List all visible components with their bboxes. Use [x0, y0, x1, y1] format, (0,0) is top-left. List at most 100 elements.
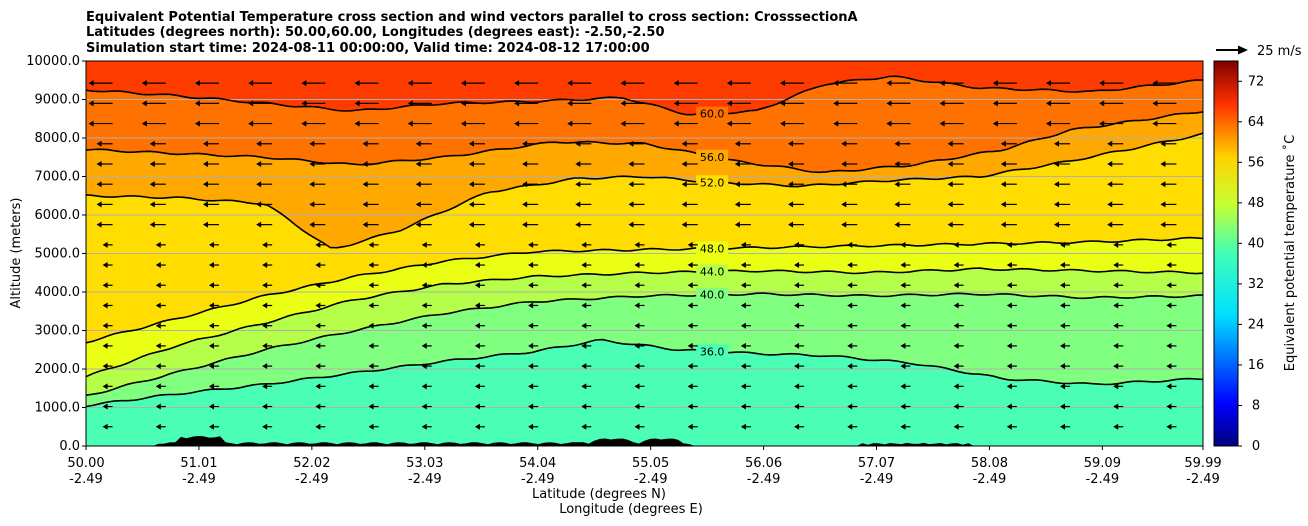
wind-vector-head — [634, 403, 640, 410]
wind-vector-head — [514, 120, 520, 127]
y-tick-label: 5000.0 — [35, 247, 81, 262]
wind-vector-head — [953, 241, 959, 248]
wind-vector-head — [155, 383, 161, 390]
wind-vector-head — [368, 241, 374, 248]
wind-vector-head — [687, 423, 693, 430]
wind-vector-head — [315, 423, 321, 430]
wind-vector-head — [315, 282, 321, 289]
wind-vector-head — [900, 342, 906, 349]
wind-vector-head — [794, 403, 800, 410]
wind-vector-head — [947, 140, 953, 147]
y-tick-label: 8000.0 — [35, 131, 81, 146]
wind-vector-head — [474, 241, 480, 248]
wind-vector-head — [1107, 140, 1113, 147]
x-tick-label-lat: 53.03 — [406, 456, 443, 471]
wind-vector-head — [740, 363, 746, 370]
wind-vector-head — [102, 302, 108, 309]
wind-vector-head — [900, 322, 906, 329]
contour-label-40.0: 40.0 — [700, 289, 725, 302]
contour-label-bg — [696, 287, 729, 302]
wind-vector-head — [149, 221, 155, 228]
wind-vector-head — [421, 241, 427, 248]
wind-vector-head — [847, 282, 853, 289]
wind-vector-head — [740, 403, 746, 410]
wind-vector-head — [1060, 302, 1066, 309]
wind-vector-head — [262, 383, 268, 390]
wind-vector-head — [155, 363, 161, 370]
wind-vector-head — [248, 80, 254, 87]
title-line-2: Latitudes (degrees north): 50.00,60.00, … — [86, 25, 665, 40]
wind-vector-head — [1060, 383, 1066, 390]
wind-vector-head — [208, 322, 214, 329]
x-tick-label-lat: 54.04 — [519, 456, 556, 471]
wind-vector-head — [262, 322, 268, 329]
wind-vector-head — [780, 100, 786, 107]
x-tick-label-lat: 55.05 — [632, 456, 669, 471]
x-tick-label-lon: -2.49 — [1186, 472, 1220, 487]
x-tick-label-lat: 51.01 — [180, 456, 217, 471]
wind-vector-head — [788, 201, 794, 208]
wind-vector-head — [687, 342, 693, 349]
wind-vector-head — [734, 221, 740, 228]
colorbar-tick-label: 64 — [1248, 115, 1265, 130]
wind-vector-head — [256, 221, 262, 228]
quiver-key-label: 25 m/s — [1257, 44, 1302, 59]
wind-vector-head — [256, 160, 262, 167]
wind-vector-head — [581, 302, 587, 309]
contour-label-52.0: 52.0 — [700, 176, 725, 189]
wind-vector-head — [1054, 201, 1060, 208]
wind-vector-head — [847, 262, 853, 269]
wind-vector-head — [780, 120, 786, 127]
wind-vector-head — [581, 241, 587, 248]
x-tick-label-lon: -2.49 — [1086, 472, 1120, 487]
wind-vector-head — [141, 80, 147, 87]
wind-vector-head — [833, 80, 839, 87]
colorbar-gradient — [1213, 60, 1239, 447]
wind-vector-head — [847, 363, 853, 370]
wind-vector-head — [362, 221, 368, 228]
wind-vector-head — [794, 322, 800, 329]
wind-vector-head — [528, 262, 534, 269]
wind-vector-head — [687, 282, 693, 289]
wind-vector-head — [354, 80, 360, 87]
wind-vector-head — [421, 383, 427, 390]
wind-vector-head — [992, 80, 998, 87]
wind-vector-head — [628, 181, 634, 188]
wind-vector-head — [953, 383, 959, 390]
wind-vector-head — [794, 383, 800, 390]
wind-vector-head — [468, 160, 474, 167]
wind-vector-head — [315, 403, 321, 410]
wind-vector-head — [1152, 120, 1158, 127]
contour-label-bg — [696, 106, 729, 121]
wind-vector-head — [1107, 201, 1113, 208]
wind-vector-head — [368, 403, 374, 410]
wind-vector-head — [726, 80, 732, 87]
wind-vector-head — [474, 363, 480, 370]
wind-vector-head — [894, 160, 900, 167]
wind-vector-head — [315, 342, 321, 349]
wind-vector-head — [575, 140, 581, 147]
wind-vector-head — [900, 241, 906, 248]
wind-vector-head — [368, 282, 374, 289]
wind-vector-head — [262, 342, 268, 349]
wind-vector-head — [734, 140, 740, 147]
contour-label-48.0: 48.0 — [700, 242, 725, 255]
wind-vector-head — [202, 181, 208, 188]
wind-vector-head — [155, 241, 161, 248]
wind-vector-head — [794, 282, 800, 289]
wind-vector-head — [681, 160, 687, 167]
wind-vector-head — [96, 140, 102, 147]
wind-vector-head — [1054, 181, 1060, 188]
wind-vector-head — [575, 201, 581, 208]
wind-vector-head — [794, 302, 800, 309]
wind-vector-head — [528, 322, 534, 329]
wind-vector-head — [953, 262, 959, 269]
x-tick-label-lat: 59.99 — [1184, 456, 1221, 471]
wind-vector-head — [847, 322, 853, 329]
wind-vector-head — [687, 241, 693, 248]
colorbar: 0 8 16 24 32 40 48 56 64 72 — [1213, 60, 1265, 454]
contour-label-60.0: 60.0 — [700, 108, 725, 121]
wind-vector-head — [740, 241, 746, 248]
wind-vector-head — [581, 363, 587, 370]
wind-vector-head — [141, 120, 147, 127]
